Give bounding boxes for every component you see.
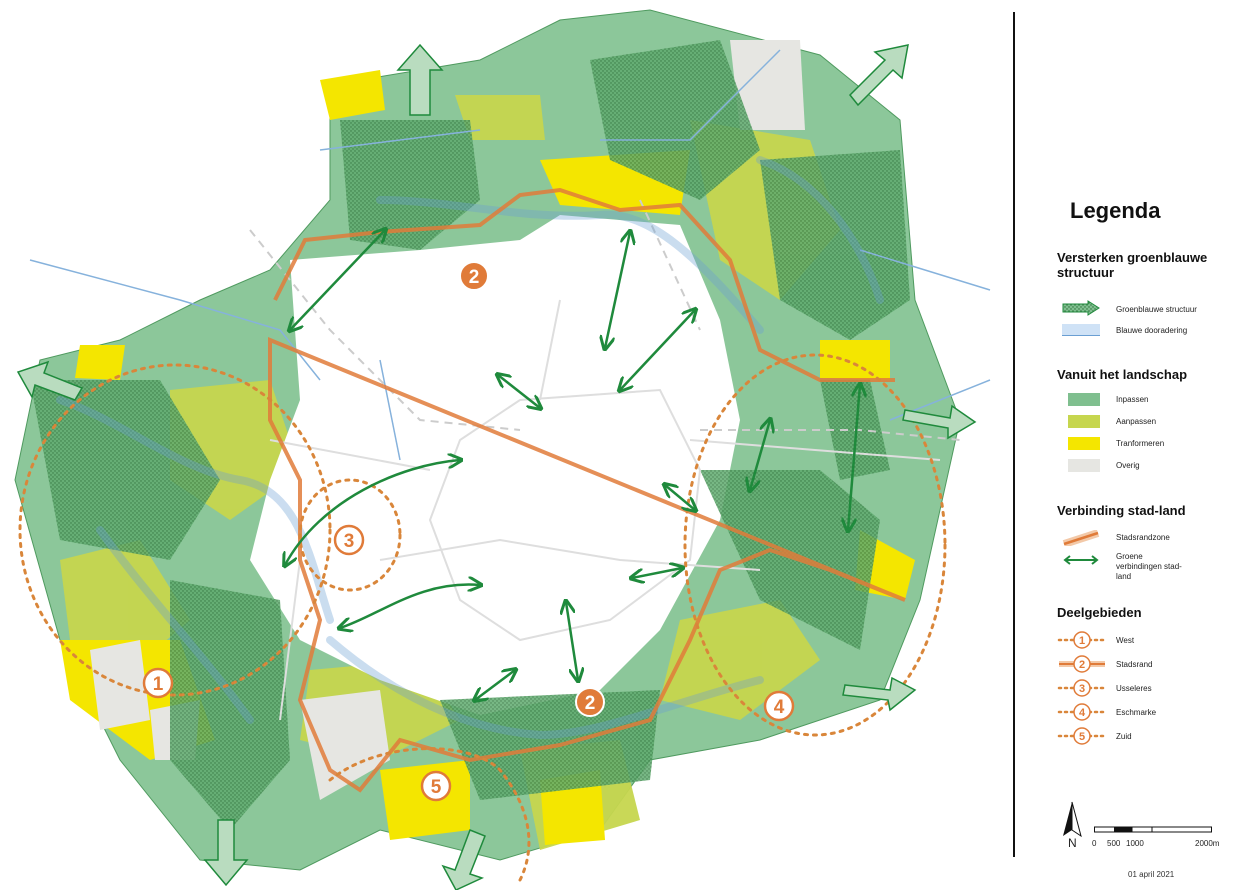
map-marker-5: 5 <box>420 770 452 802</box>
map: 1 2 2 3 4 5 <box>14 9 991 890</box>
groene-verbindingen-swatch <box>1063 555 1099 565</box>
map-marker-2-south: 2 <box>575 687 605 717</box>
map-date: 01 april 2021 <box>1128 870 1175 879</box>
deelgebied-num-5: 5 <box>1079 731 1085 743</box>
map-marker-3: 3 <box>333 524 365 556</box>
svg-text:2: 2 <box>585 693 596 714</box>
north-arrow-icon <box>1063 801 1082 838</box>
scale-tick-1000: 1000 <box>1126 839 1144 848</box>
stadsrandzone-swatch <box>1062 530 1100 546</box>
deelgebied-num-1: 1 <box>1079 635 1085 647</box>
blauwe-dooradering-swatch <box>1062 324 1100 336</box>
scale-tick-500: 500 <box>1107 839 1121 848</box>
svg-text:4: 4 <box>774 697 785 718</box>
legend-section-structuur: Versterken groenblauwe structuur <box>1057 250 1208 280</box>
map-marker-2-north: 2 <box>459 261 489 291</box>
deelgebied-label-zuid: Zuid <box>1116 732 1132 741</box>
deelgebied-label-west: West <box>1116 636 1135 645</box>
deelgebied-label-stadsrand: Stadsrand <box>1116 660 1153 669</box>
legend-section-landschap: Vanuit het landschap <box>1057 367 1188 382</box>
inpassen-swatch <box>1068 393 1100 406</box>
deelgebied-num-4: 4 <box>1079 707 1086 719</box>
deelgebied-label-usseleres: Usseleres <box>1116 684 1152 693</box>
aanpassen-swatch <box>1068 415 1100 428</box>
map-marker-4: 4 <box>763 690 795 722</box>
legend-item-groene-verbindingen: Groene verbindingen stad-land <box>1116 552 1182 581</box>
scale-tick-0: 0 <box>1092 839 1097 848</box>
overig-swatch <box>1068 459 1100 472</box>
legend-section-deelgebieden: Deelgebieden <box>1057 605 1142 620</box>
deelgebieden-swatches: 1 2 3 4 5 <box>1057 631 1107 745</box>
groene-verbindingen <box>285 230 860 700</box>
deelgebied-num-3: 3 <box>1079 683 1085 695</box>
north-label: N <box>1068 836 1077 850</box>
svg-text:3: 3 <box>344 531 355 552</box>
legend-divider <box>1013 12 1015 857</box>
legend-title: Legenda <box>1070 198 1161 223</box>
svg-text:2: 2 <box>469 267 480 288</box>
outward-arrows <box>16 43 977 890</box>
deelgebied-num-2: 2 <box>1079 659 1085 671</box>
groenblauwe-structuur-swatch <box>1062 300 1100 316</box>
scale-bar <box>1094 826 1212 833</box>
legend-item-transformeren: Tranformeren <box>1116 439 1165 448</box>
transformeren-swatch <box>1068 437 1100 450</box>
legend-panel: Legenda Versterken groenblauwe structuur… <box>1030 0 1238 890</box>
legend-item-stadsrandzone: Stadsrandzone <box>1116 533 1170 542</box>
legend-section-verbinding: Verbinding stad-land <box>1057 503 1186 518</box>
deelgebied-label-eschmarke: Eschmarke <box>1116 708 1157 717</box>
map-marker-1: 1 <box>142 667 174 699</box>
legend-item-inpassen: Inpassen <box>1116 395 1149 404</box>
svg-text:1: 1 <box>153 674 164 695</box>
legend-item-overig: Overig <box>1116 461 1140 470</box>
scale-tick-2000m: 2000m <box>1195 839 1220 848</box>
legend-item-groenblauw: Groenblauwe structuur <box>1116 305 1197 314</box>
legend-item-aanpassen: Aanpassen <box>1116 417 1157 426</box>
legend-item-blauw: Blauwe dooradering <box>1116 326 1188 335</box>
svg-text:5: 5 <box>431 777 442 798</box>
water-lines <box>29 49 991 461</box>
